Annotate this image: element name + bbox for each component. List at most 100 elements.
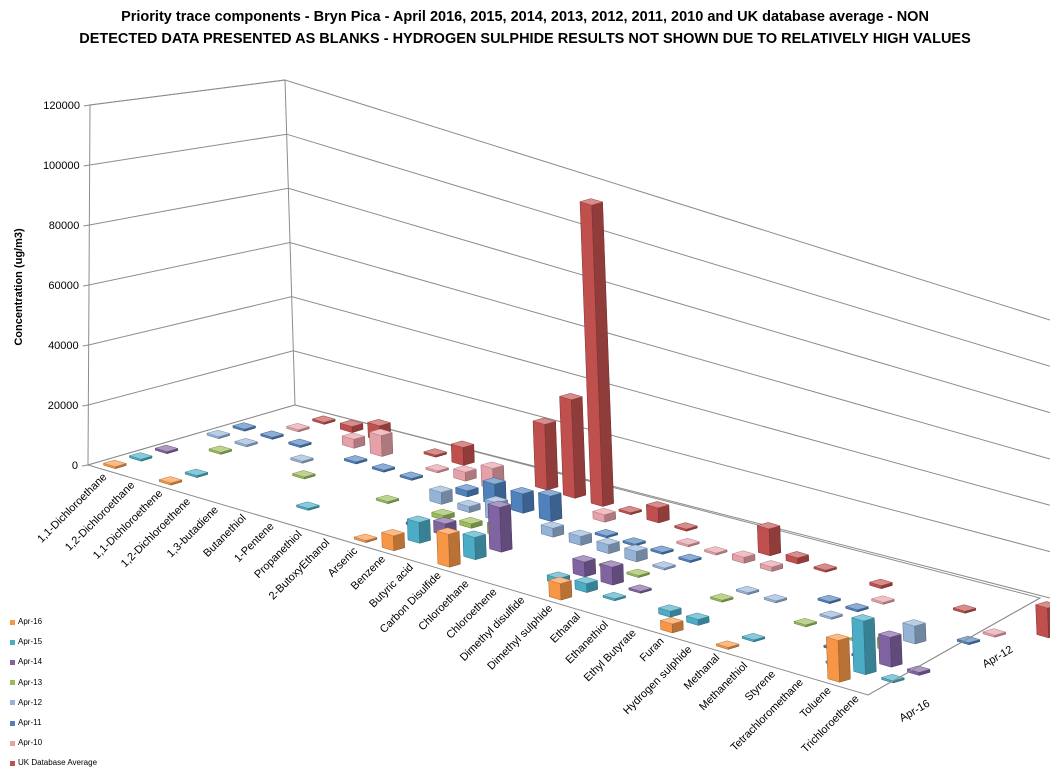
bar-front xyxy=(533,421,547,490)
bar xyxy=(463,531,486,560)
legend-item: UK Database Average xyxy=(10,753,97,773)
bar xyxy=(903,620,926,645)
y-tick-label: 0 xyxy=(72,460,78,472)
bar-front xyxy=(437,531,450,567)
bar-side xyxy=(448,531,460,567)
legend-item: Apr-15 xyxy=(10,632,97,652)
x-tick-label: 1,1-Dichloroethene xyxy=(91,488,165,562)
y-tick-label: 80000 xyxy=(49,220,80,232)
legend-label: Apr-10 xyxy=(18,733,42,753)
bar xyxy=(573,555,596,577)
legend-swatch xyxy=(10,660,15,665)
bar xyxy=(879,631,903,667)
y-tick-label: 40000 xyxy=(48,340,79,352)
bar-side xyxy=(864,618,877,675)
y-tick-label: 120000 xyxy=(43,100,80,112)
legend-swatch xyxy=(10,680,15,685)
bar-side xyxy=(550,493,562,522)
bar xyxy=(437,528,461,567)
bar xyxy=(533,418,558,490)
bar xyxy=(549,577,572,600)
legend-label: Apr-12 xyxy=(18,693,42,713)
bar xyxy=(370,429,393,457)
y-axis-label: Concentration (ug/m3) xyxy=(13,228,25,346)
bar xyxy=(580,199,614,507)
bar xyxy=(488,501,512,552)
legend-swatch xyxy=(10,620,15,625)
bar xyxy=(538,490,562,522)
y-tick-mark xyxy=(84,105,90,106)
bar xyxy=(569,530,592,546)
bar xyxy=(852,614,877,674)
bar-side xyxy=(915,623,927,644)
legend-item: Apr-10 xyxy=(10,733,97,753)
bar-side xyxy=(523,491,535,514)
bar xyxy=(660,617,683,633)
x-tick-label: Furan xyxy=(638,635,667,664)
x-tick-label: 1,1-Dichloroethane xyxy=(35,471,109,545)
bar xyxy=(382,529,405,551)
bar-front xyxy=(826,637,839,682)
bar-side xyxy=(419,519,431,543)
bar-front xyxy=(757,526,770,556)
depth-tick-label: Apr-16 xyxy=(898,698,933,725)
x-tick-label: Hydrogen sulphide xyxy=(621,644,694,717)
bar-front xyxy=(511,491,523,514)
legend-swatch xyxy=(10,741,15,746)
bar xyxy=(757,522,781,555)
bar-side xyxy=(463,444,475,465)
legend-label: Apr-13 xyxy=(18,673,42,693)
legend-swatch xyxy=(10,721,15,726)
y-tick-mark xyxy=(83,225,89,226)
x-tick-label: Styrene xyxy=(743,668,778,703)
y-tick-mark xyxy=(84,165,90,166)
bar-side xyxy=(612,564,624,585)
legend-item: Apr-16 xyxy=(10,612,97,632)
legend-label: UK Database Average xyxy=(18,753,97,773)
bar-front xyxy=(852,618,866,675)
legend-label: Apr-11 xyxy=(18,713,41,733)
legend-item: Apr-14 xyxy=(10,652,97,672)
bar-front xyxy=(488,504,501,552)
bar xyxy=(600,561,623,586)
bar xyxy=(430,486,453,505)
legend-swatch xyxy=(10,761,15,766)
bar xyxy=(454,466,477,482)
bar-front xyxy=(1036,605,1049,638)
x-tick-label: Toluene xyxy=(798,685,834,721)
bar xyxy=(826,634,850,682)
x-tick-label: Ethanal xyxy=(548,611,583,646)
bar xyxy=(342,433,365,449)
bar xyxy=(511,487,534,513)
bar xyxy=(597,538,620,554)
x-tick-label: Dimethyl disulfide xyxy=(458,594,527,663)
legend-swatch xyxy=(10,640,15,645)
y-tick-label: 100000 xyxy=(43,160,80,172)
x-tick-label: 1,2-Dichloroethane xyxy=(63,479,137,553)
x-tick-label: 1,2-Dichloroethene xyxy=(119,496,193,570)
bar xyxy=(983,629,1006,638)
y-tick-mark xyxy=(82,405,88,406)
bar-front xyxy=(879,634,892,667)
bar-side xyxy=(381,433,393,457)
bar-front xyxy=(538,493,551,522)
bar-side xyxy=(890,634,902,667)
x-tick-label: Dimethyl sulphide xyxy=(485,603,555,673)
y-tick-label: 20000 xyxy=(48,400,79,412)
legend-item: Apr-13 xyxy=(10,673,97,693)
legend-item: Apr-11 xyxy=(10,713,97,733)
y-tick-mark xyxy=(83,345,89,346)
legend-label: Apr-16 xyxy=(18,612,42,632)
legend-swatch xyxy=(10,700,15,705)
bar xyxy=(575,577,598,593)
bar xyxy=(646,501,669,523)
bar-front xyxy=(407,519,419,543)
legend-label: Apr-15 xyxy=(18,632,42,652)
bar-front xyxy=(370,432,383,456)
bar xyxy=(560,393,586,498)
bar-side xyxy=(500,504,513,552)
bar xyxy=(451,441,474,466)
bar xyxy=(407,516,430,544)
